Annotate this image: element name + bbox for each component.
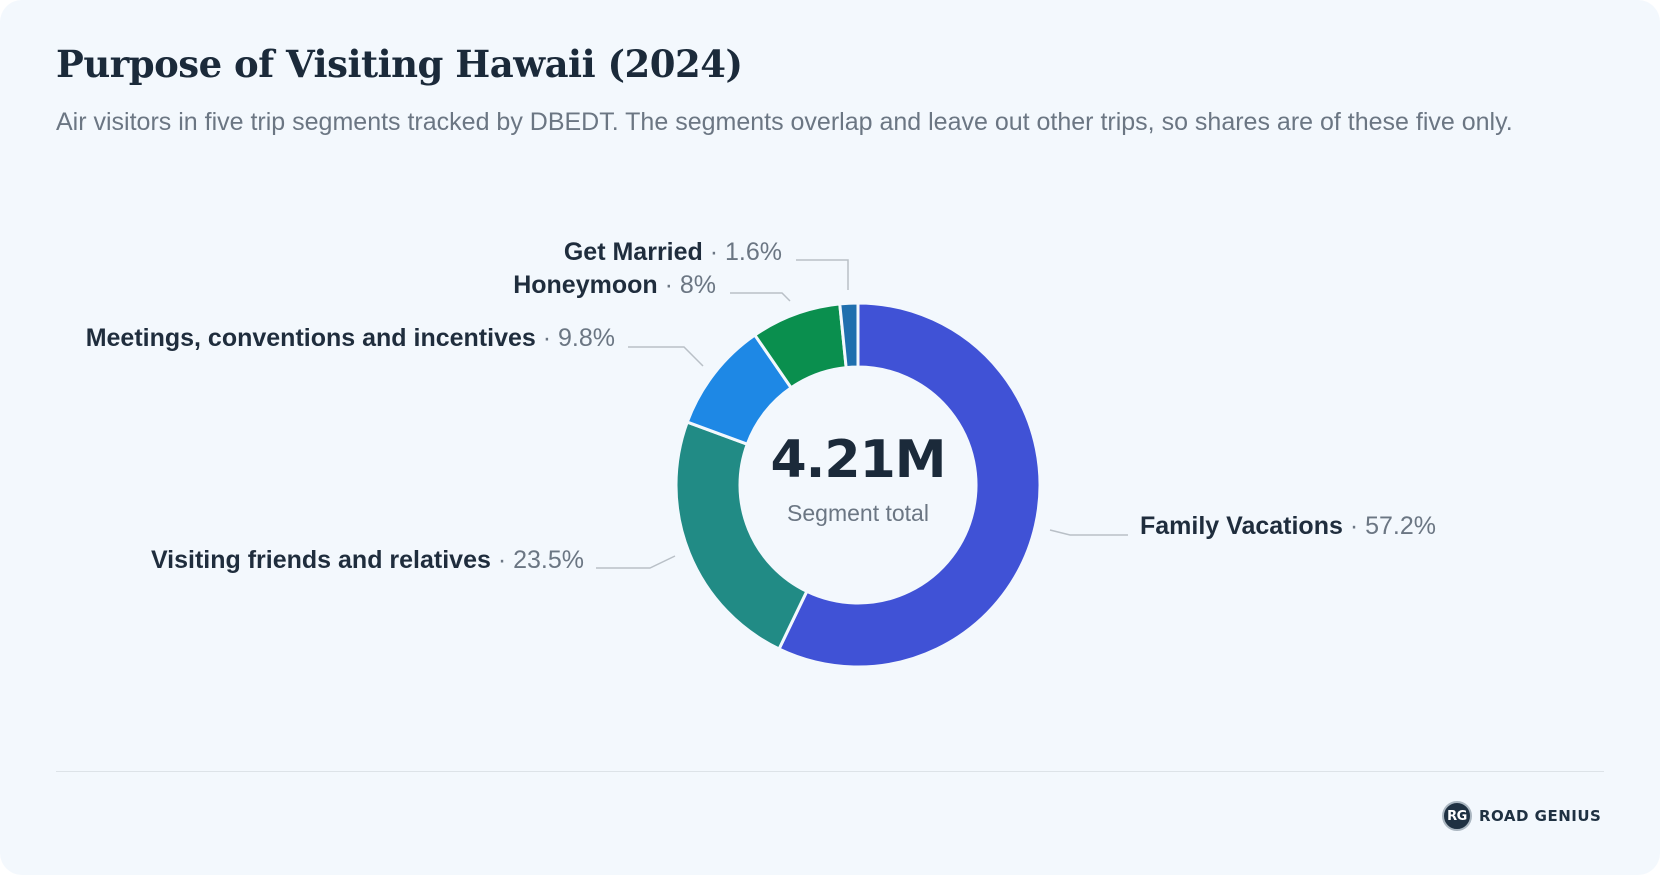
chart-title: Purpose of Visiting Hawaii (2024) <box>56 42 743 86</box>
slice-label-value: 8% <box>680 271 716 299</box>
slice-label-family-vacations: Family Vacations · 57.2% <box>1140 512 1436 540</box>
slice-labels: Family Vacations · 57.2% Visiting friends… <box>86 238 1436 574</box>
slice-label-value: 23.5% <box>513 546 584 574</box>
slice-label-value: 57.2% <box>1365 512 1436 540</box>
slice-label-value: 9.8% <box>558 324 615 352</box>
slice-label-separator: · <box>491 546 513 574</box>
brand-name: ROAD GENIUS <box>1479 807 1602 825</box>
slice-label-meetings-conventions-and-incentives: Meetings, conventions and incentives · 9… <box>86 324 615 352</box>
donut-slices <box>674 301 1042 669</box>
leader-line-get-married <box>796 259 849 290</box>
brand-logo: RG ROAD GENIUS <box>1442 800 1601 832</box>
donut-chart: Family Vacations · 57.2% Visiting friends… <box>86 238 1436 669</box>
slice-label-name: Family Vacations <box>1140 512 1343 540</box>
slice-label-honeymoon: Honeymoon · 8% <box>513 271 716 299</box>
leader-line-visiting-friends-and-relatives <box>596 555 676 569</box>
slice-label-name: Visiting friends and relatives <box>151 546 491 574</box>
slice-label-name: Honeymoon <box>513 271 657 299</box>
slice-label-value: 1.6% <box>725 238 782 266</box>
footer-divider <box>56 771 1604 772</box>
donut-slice-get-married <box>838 301 860 370</box>
donut-slice-family-vacations <box>777 301 1042 669</box>
slice-label-visiting-friends-and-relatives: Visiting friends and relatives · 23.5% <box>151 546 584 574</box>
slice-label-separator: · <box>703 238 725 266</box>
leader-line-meetings-conventions-and-incentives <box>628 346 704 367</box>
slice-label-separator: · <box>658 271 680 299</box>
slice-label-name: Meetings, conventions and incentives <box>86 324 536 352</box>
leader-lines <box>596 259 1128 569</box>
chart-subtitle: Air visitors in five trip segments track… <box>56 108 1513 136</box>
slice-label-separator: · <box>536 324 558 352</box>
leader-line-family-vacations <box>1049 529 1128 536</box>
road-genius-logo-icon: RG <box>1442 801 1472 831</box>
center-label: Segment total <box>787 500 929 526</box>
leader-line-honeymoon <box>730 292 791 302</box>
slice-label-separator: · <box>1343 512 1365 540</box>
center-value: 4.21M <box>770 430 945 490</box>
slice-label-name: Get Married <box>564 238 703 266</box>
slice-label-get-married: Get Married · 1.6% <box>564 238 782 266</box>
